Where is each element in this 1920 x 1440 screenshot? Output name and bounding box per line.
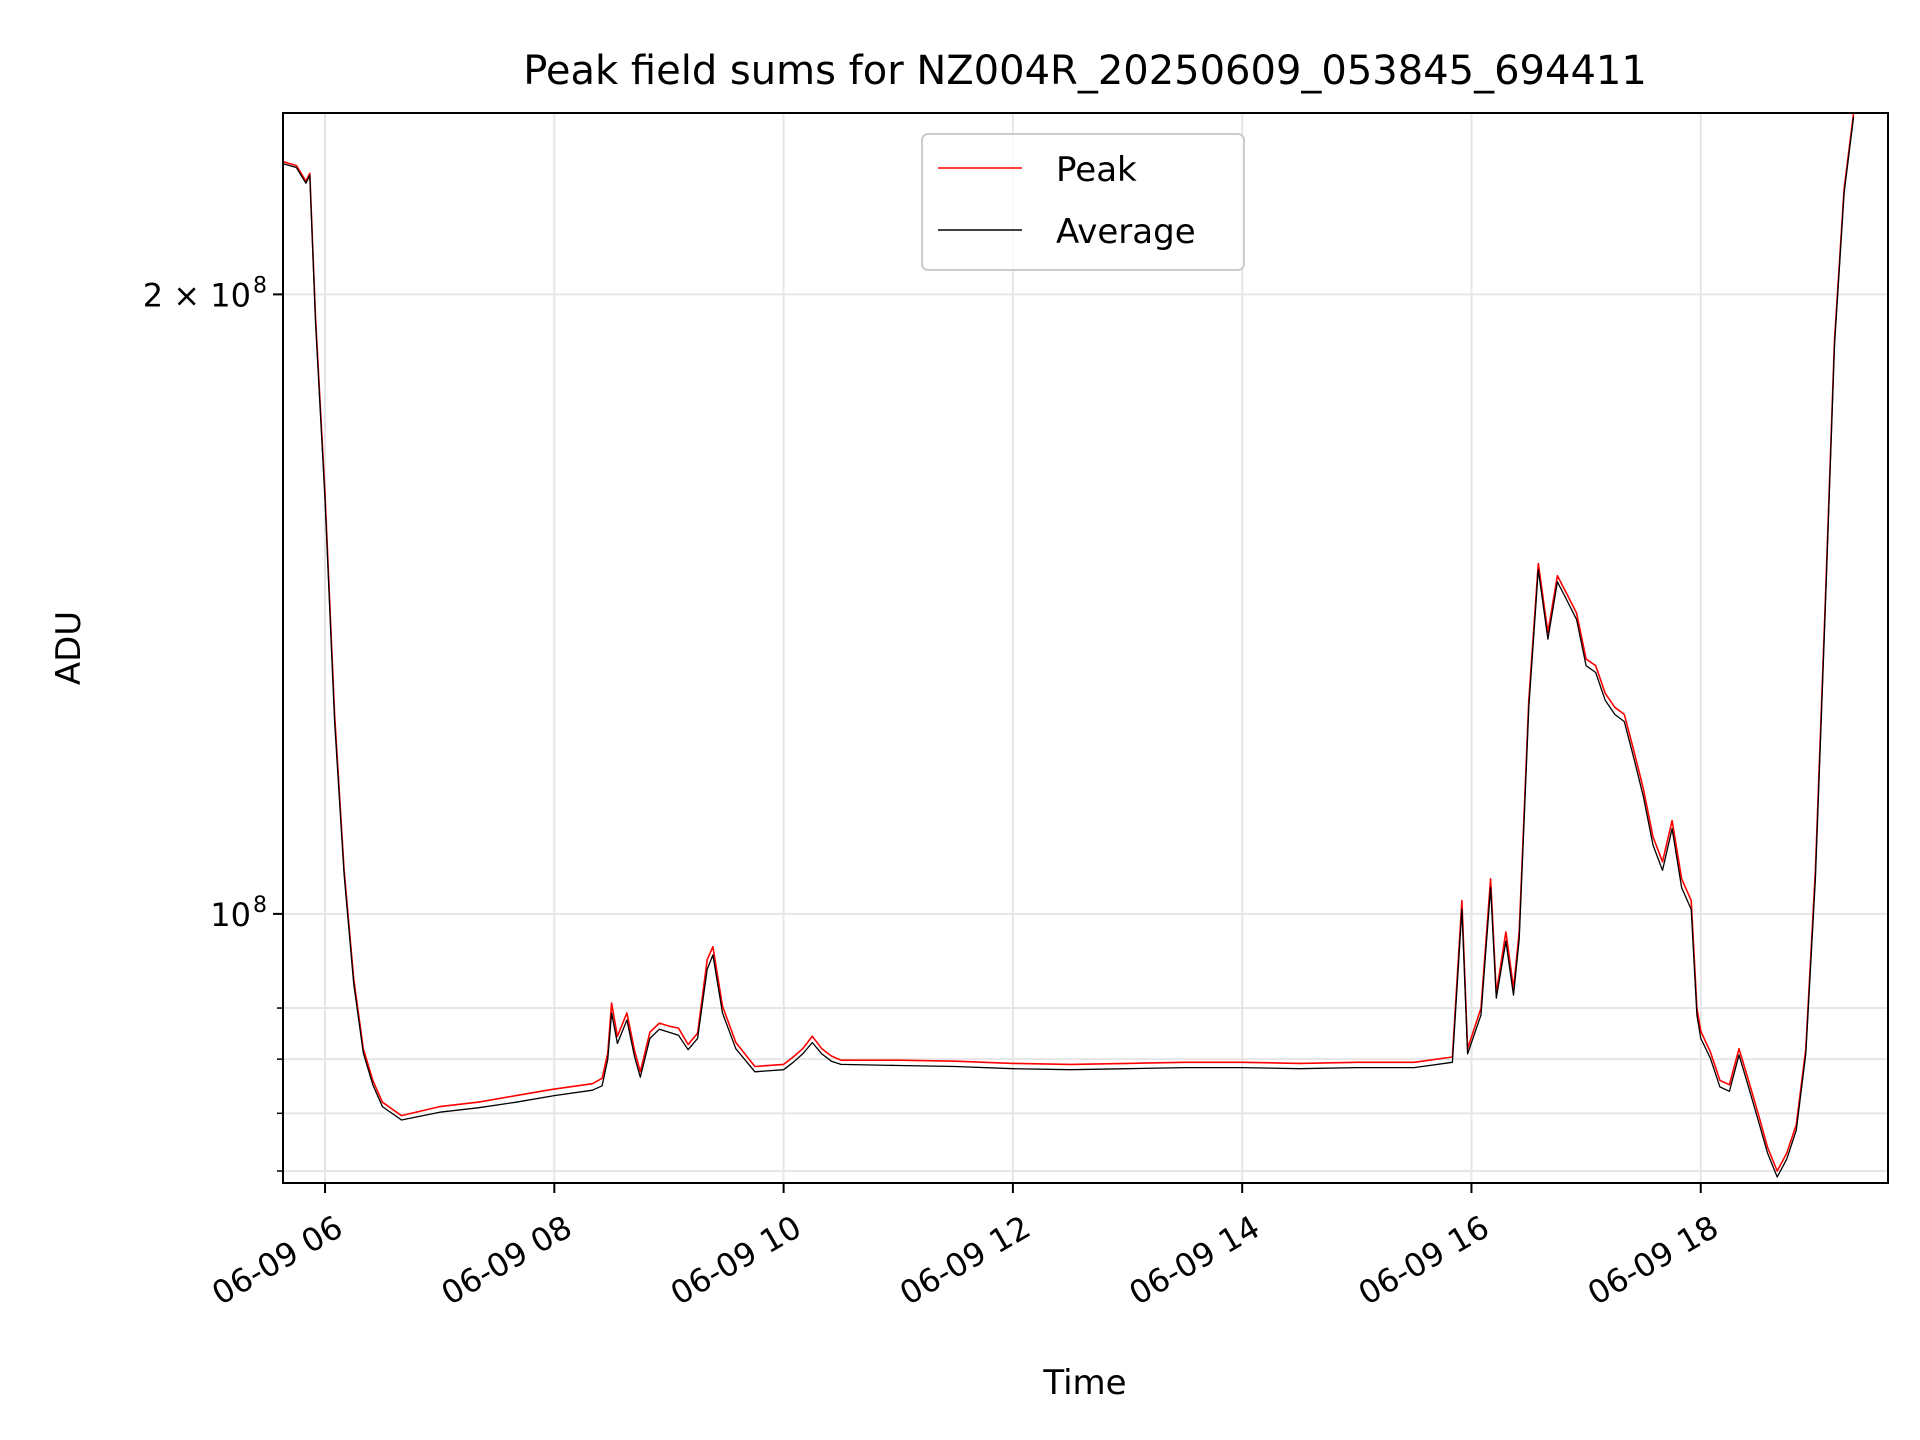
x-axis-label: Time: [1042, 1363, 1126, 1403]
series-line-peak: [283, 113, 1855, 1172]
legend: Peak Average: [921, 133, 1245, 271]
legend-label-peak: Peak: [1056, 150, 1137, 190]
y-tick-label: 2 × 10: [143, 276, 251, 314]
chart-title: Peak field sums for NZ004R_20250609_0538…: [523, 48, 1647, 94]
plot-area: [283, 113, 1855, 1178]
y-tick-exponent: 8: [253, 893, 267, 918]
y-tick-label: 10: [210, 896, 251, 934]
y-axis-label: ADU: [49, 611, 89, 685]
y-tick-exponent: 8: [253, 273, 267, 298]
legend-label-average: Average: [1056, 212, 1196, 252]
series-line-average: [283, 116, 1855, 1178]
y-axis: 10 82 × 10 8: [143, 273, 283, 1172]
grid-lines: [283, 113, 1888, 1183]
axes-frame: [282, 112, 1889, 1184]
